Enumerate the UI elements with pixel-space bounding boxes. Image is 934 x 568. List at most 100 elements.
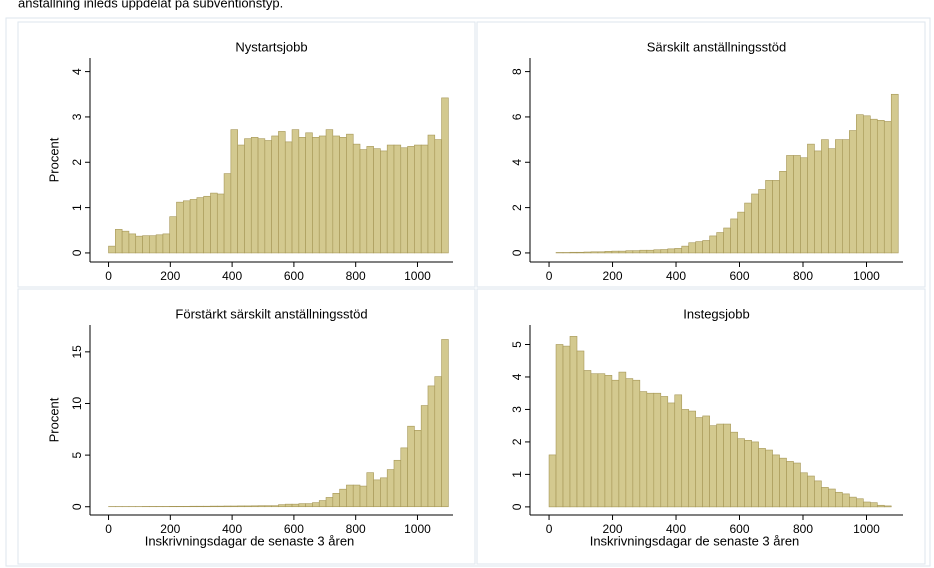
bar: [876, 120, 885, 254]
y-tick-label: 4: [510, 373, 524, 380]
bar: [723, 423, 731, 508]
x-tick-label: 200: [603, 269, 623, 283]
bar: [576, 350, 585, 508]
bar: [597, 251, 606, 254]
bar: [807, 475, 815, 508]
x-tick-label: 600: [284, 269, 304, 283]
bar: [709, 235, 717, 254]
bar: [786, 155, 794, 254]
bar: [244, 505, 252, 508]
panel: [17, 288, 476, 565]
bar: [730, 218, 738, 254]
y-tick-label: 6: [510, 113, 524, 120]
x-tick-label: 200: [160, 522, 180, 536]
bar: [380, 150, 388, 254]
bar: [632, 379, 641, 508]
bar: [420, 144, 429, 254]
bar: [842, 493, 850, 508]
x-tick-label: 800: [346, 522, 366, 536]
bar: [667, 248, 676, 254]
bar: [639, 249, 648, 254]
bar: [800, 157, 808, 254]
bar: [646, 392, 655, 508]
bar: [828, 148, 836, 254]
y-tick-label: 8: [510, 68, 524, 75]
bar: [716, 423, 724, 508]
bar: [427, 385, 436, 508]
bar: [359, 485, 368, 508]
bar: [250, 505, 259, 508]
bar: [346, 133, 354, 254]
bar: [870, 118, 878, 254]
x-tick-label: 0: [105, 522, 112, 536]
bar: [216, 193, 225, 254]
bar: [284, 141, 293, 254]
bar: [646, 249, 655, 254]
bar: [278, 504, 286, 508]
bar: [667, 402, 676, 508]
y-tick-label: 1: [70, 204, 84, 211]
x-tick-label: 600: [284, 522, 304, 536]
bar: [695, 417, 703, 508]
bar: [849, 130, 857, 254]
bar: [257, 138, 266, 254]
y-tick-label: 0: [510, 249, 524, 256]
bar: [660, 396, 669, 508]
bar: [155, 234, 164, 254]
bar: [250, 137, 259, 254]
bar: [352, 484, 361, 508]
chart-title: Särskilt anställningsstöd: [647, 39, 786, 54]
bar: [835, 491, 843, 508]
bar: [856, 114, 864, 254]
bar: [814, 150, 822, 254]
bar: [441, 339, 449, 508]
bar: [291, 503, 300, 508]
x-tick-label: 200: [160, 269, 180, 283]
bar: [821, 487, 829, 508]
bar: [407, 146, 415, 254]
y-tick-label: 0: [70, 249, 84, 256]
bar: [611, 379, 620, 508]
bar: [427, 134, 436, 254]
bar: [793, 155, 801, 254]
x-tick-label: 800: [346, 269, 366, 283]
bar: [203, 195, 211, 254]
bar: [182, 200, 191, 254]
chart-title: Nystartsjobb: [235, 39, 307, 54]
x-axis-label: Inskrivningsdagar de senaste 3 åren: [145, 533, 355, 548]
bar: [237, 505, 245, 508]
x-tick-label: 400: [666, 269, 686, 283]
bar: [548, 454, 557, 508]
bar: [856, 498, 864, 508]
bar: [441, 97, 449, 254]
bar: [835, 139, 843, 254]
bar: [298, 137, 306, 254]
bar: [257, 505, 266, 508]
bar: [876, 504, 885, 508]
bar: [576, 251, 585, 254]
bar: [325, 129, 334, 254]
bar: [278, 131, 286, 254]
bar: [765, 180, 773, 254]
bar: [611, 250, 620, 254]
bar: [632, 250, 641, 254]
bar: [716, 232, 724, 254]
caption: anställning inleds uppdelat på subventio…: [18, 0, 283, 10]
bar: [305, 503, 313, 508]
bar: [332, 135, 340, 254]
bar: [210, 192, 218, 254]
bar: [653, 249, 662, 254]
bar: [149, 235, 157, 254]
x-tick-label: 1000: [404, 269, 431, 283]
bar: [590, 373, 599, 508]
y-tick-label: 10: [70, 396, 84, 410]
x-tick-label: 800: [793, 522, 813, 536]
bar: [618, 371, 627, 508]
bar: [772, 180, 780, 254]
bar: [653, 392, 662, 508]
bar: [744, 202, 752, 254]
bar: [325, 497, 334, 508]
bar: [751, 441, 759, 508]
bar: [569, 251, 578, 254]
bar: [271, 135, 279, 254]
